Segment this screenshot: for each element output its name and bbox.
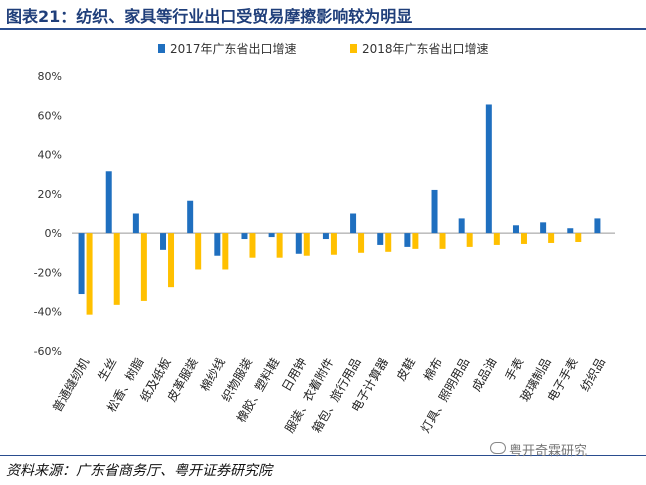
bar-s2018 bbox=[113, 233, 120, 305]
category-label: 手表 bbox=[502, 356, 526, 384]
category-label: 纺织品 bbox=[578, 356, 608, 394]
bar-s2017 bbox=[214, 233, 221, 256]
bar-s2017 bbox=[78, 233, 85, 295]
bar-s2018 bbox=[548, 233, 555, 243]
y-tick-label: -60% bbox=[34, 345, 62, 358]
category-label: 皮鞋 bbox=[393, 355, 418, 383]
y-tick-label: 80% bbox=[38, 70, 62, 83]
wechat-icon bbox=[490, 442, 506, 454]
bar-s2018 bbox=[276, 233, 283, 258]
y-tick-label: 0% bbox=[45, 227, 62, 240]
y-tick-label: -20% bbox=[34, 266, 62, 279]
category-label: 生丝 bbox=[95, 356, 119, 384]
bar-s2017 bbox=[431, 189, 438, 234]
legend-label-s2017: 2017年广东省出口增速 bbox=[170, 42, 297, 56]
bar-s2017 bbox=[594, 218, 601, 234]
bar-s2017 bbox=[241, 233, 248, 240]
y-tick-label: 40% bbox=[38, 149, 62, 162]
bar-s2018 bbox=[195, 233, 202, 270]
bar-s2017 bbox=[485, 104, 492, 234]
bar-s2018 bbox=[412, 233, 419, 249]
y-tick-label: -40% bbox=[34, 306, 62, 319]
bar-s2017 bbox=[268, 233, 275, 238]
bar-s2017 bbox=[187, 200, 194, 234]
bar-s2018 bbox=[330, 233, 337, 255]
legend-swatch-s2018 bbox=[350, 44, 357, 53]
bar-s2018 bbox=[520, 233, 527, 244]
bar-s2018 bbox=[575, 233, 582, 242]
bar-s2018 bbox=[439, 233, 446, 249]
bar-s2017 bbox=[350, 213, 357, 234]
bar-s2017 bbox=[105, 171, 112, 234]
source-note: 资料来源：广东省商务厅、粤开证券研究院 bbox=[6, 463, 272, 479]
bar-s2018 bbox=[140, 233, 147, 301]
bar-s2017 bbox=[404, 233, 411, 247]
bar-s2018 bbox=[303, 233, 310, 256]
legend-swatch-s2017 bbox=[158, 44, 165, 53]
y-tick-label: 60% bbox=[38, 109, 62, 122]
bar-s2017 bbox=[132, 213, 139, 234]
bar-s2017 bbox=[377, 233, 384, 245]
bar-s2018 bbox=[249, 233, 256, 258]
category-label: 普通缝纫机 bbox=[49, 355, 92, 414]
bar-s2018 bbox=[168, 233, 175, 288]
bar-chart: -60%-40%-20%0%20%40%60%80%普通缝纫机 生丝松香、树脂纸及… bbox=[34, 42, 615, 435]
bar-s2018 bbox=[86, 233, 93, 315]
bar-s2018 bbox=[385, 233, 392, 252]
footer-divider bbox=[0, 455, 646, 456]
title-bar: 图表21：纺织、家具等行业出口受贸易摩擦影响较为明显 bbox=[0, 0, 646, 30]
bar-s2017 bbox=[322, 233, 329, 240]
bar-s2017 bbox=[567, 228, 574, 234]
category-label: 棉布 bbox=[421, 356, 445, 384]
bar-s2017 bbox=[540, 222, 547, 234]
bar-s2018 bbox=[358, 233, 365, 253]
legend-label-s2018: 2018年广东省出口增速 bbox=[362, 42, 489, 56]
bar-s2017 bbox=[458, 218, 465, 234]
bar-s2018 bbox=[466, 233, 473, 247]
bar-s2018 bbox=[222, 233, 229, 270]
y-tick-label: 20% bbox=[38, 188, 62, 201]
watermark: 粤开奇霖研究 bbox=[509, 444, 588, 459]
bar-s2017 bbox=[160, 233, 167, 250]
bar-s2018 bbox=[493, 233, 500, 245]
bar-s2017 bbox=[295, 233, 302, 254]
chart-title: 图表21：纺织、家具等行业出口受贸易摩擦影响较为明显 bbox=[6, 7, 413, 26]
category-label: 成品油 bbox=[469, 356, 499, 394]
bar-s2017 bbox=[512, 225, 519, 234]
